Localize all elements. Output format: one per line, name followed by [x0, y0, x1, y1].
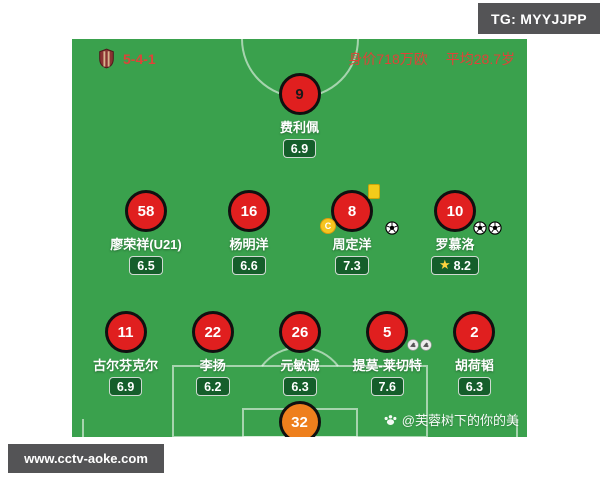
- soccer-ball-icon: [488, 221, 502, 235]
- player-name: 费利佩: [279, 120, 319, 135]
- rating-value: 6.9: [116, 379, 135, 394]
- player[interactable]: 9 C 费利佩 ★ 6.9: [255, 73, 345, 158]
- rating-badge: ★ 6.6: [232, 256, 266, 275]
- player[interactable]: 10 C 罗慕洛 ★ 8.2: [410, 190, 502, 275]
- formation-row: 9 C 费利佩 ★ 6.9: [72, 73, 527, 158]
- shirt-number: 9: [278, 73, 321, 115]
- formation-row: 11 C 古尔芬克尔 ★ 6.9 22 C 李扬 ★ 6.2 26 C: [82, 311, 518, 396]
- paw-icon: [383, 412, 398, 427]
- shirt-number: 10: [434, 190, 476, 232]
- shirt-number: 11: [104, 311, 147, 353]
- rating-value: 6.6: [240, 258, 258, 273]
- captain-badge: C: [320, 218, 336, 234]
- tg-banner-text: TG: MYYJJPP: [491, 10, 587, 27]
- rating-value: 8.2: [453, 258, 472, 273]
- soccer-ball-icon: [473, 221, 487, 235]
- star-icon: ★: [438, 258, 451, 273]
- rating-value: 7.3: [343, 258, 361, 273]
- formation-label: 5-4-1: [123, 50, 156, 67]
- shirt-number: 26: [279, 311, 321, 353]
- shirt-number: 5: [366, 311, 409, 353]
- player-shirt: 11 C: [104, 311, 147, 353]
- site-banner: www.cctv-aoke.com: [8, 444, 164, 473]
- tg-banner: TG: MYYJJPP: [478, 3, 600, 34]
- player-name: 罗慕洛: [435, 237, 475, 252]
- boot-icon: [420, 339, 432, 351]
- rating-badge: ★ 6.9: [108, 377, 143, 396]
- player-name: 李扬: [199, 358, 226, 373]
- yellow-card-icon: [368, 184, 380, 199]
- soccer-ball-icon: [385, 221, 399, 235]
- player-shirt: 58 C: [125, 190, 167, 232]
- shirt-number: 22: [191, 311, 234, 353]
- rating-value: 6.3: [291, 379, 309, 394]
- formation-row: 58 C 廖荣祥(U21) ★ 6.5 16 C 杨明洋 ★ 6.6 8 C: [101, 184, 502, 275]
- assist-icons: [407, 339, 432, 351]
- rating-badge: ★ 6.2: [196, 377, 230, 396]
- rating-value: 6.9: [290, 141, 309, 156]
- average-age-label: 平均28.7岁: [445, 50, 515, 67]
- player-name: 杨明洋: [229, 237, 269, 252]
- rating-value: 6.5: [137, 258, 155, 273]
- rating-badge: ★ 7.3: [335, 256, 369, 275]
- market-value-label: 身价718万欧: [348, 50, 428, 67]
- rating-badge: ★ 8.2: [430, 256, 480, 275]
- goalkeeper[interactable]: 32: [72, 401, 527, 437]
- shirt-number: 2: [453, 311, 496, 353]
- shirt-number: 16: [228, 190, 270, 232]
- player-name: 元敏诚: [280, 358, 320, 373]
- goal-icons: [385, 221, 399, 235]
- rating-value: 7.6: [378, 379, 396, 394]
- player-shirt: 10 C: [434, 190, 502, 235]
- rating-badge: ★ 6.3: [283, 377, 317, 396]
- rating-value: 6.2: [204, 379, 222, 394]
- player[interactable]: 5 C 提莫-莱切特 ★ 7.6: [344, 311, 432, 396]
- player-name: 廖荣祥(U21): [110, 237, 182, 252]
- rating-badge: ★ 6.3: [457, 377, 492, 396]
- player-name: 提莫-莱切特: [352, 358, 422, 373]
- player[interactable]: 22 C 李扬 ★ 6.2: [169, 311, 256, 396]
- rating-badge: ★ 6.5: [129, 256, 163, 275]
- rating-value: 6.3: [465, 379, 484, 394]
- shirt-number: 58: [125, 190, 167, 232]
- player-shirt: 5 C: [366, 311, 432, 353]
- player-name: 周定洋: [332, 237, 372, 252]
- player[interactable]: 58 C 廖荣祥(U21) ★ 6.5: [101, 190, 191, 275]
- player-shirt: 8 C: [320, 184, 399, 235]
- player[interactable]: 2 C 胡荷韬 ★ 6.3: [431, 311, 518, 396]
- player-shirt: 22 C: [191, 311, 234, 353]
- player-shirt: 16 C: [228, 190, 270, 232]
- rating-badge: ★ 6.9: [282, 139, 317, 158]
- goal-icons: [473, 221, 502, 235]
- player-name: 古尔芬克尔: [93, 358, 159, 373]
- football-pitch: 5-4-1 身价718万欧 平均28.7岁 9 C 费利佩 ★ 6.9 58 C: [72, 39, 527, 437]
- player-name: 胡荷韬: [454, 358, 494, 373]
- player-shirt: 26 C: [279, 311, 321, 353]
- watermark: @芙蓉树下的你的美: [383, 410, 519, 429]
- player-shirt: 2 C: [453, 311, 496, 353]
- team-crest: [98, 48, 115, 69]
- player-shirt: 9 C: [278, 73, 321, 115]
- boot-icon: [407, 339, 419, 351]
- player[interactable]: 16 C 杨明洋 ★ 6.6: [204, 190, 294, 275]
- site-banner-text: www.cctv-aoke.com: [24, 451, 148, 466]
- goalkeeper-shirt-number[interactable]: 32: [278, 401, 321, 437]
- player[interactable]: 11 C 古尔芬克尔 ★ 6.9: [82, 311, 169, 396]
- player[interactable]: 26 C 元敏诚 ★ 6.3: [256, 311, 343, 396]
- shirt-number: 8: [331, 190, 373, 232]
- pitch-header: 5-4-1 身价718万欧 平均28.7岁: [98, 48, 515, 69]
- watermark-text: @芙蓉树下的你的美: [401, 413, 519, 428]
- player[interactable]: 8 C 周定洋 ★ 7.3: [307, 184, 399, 275]
- rating-badge: ★ 7.6: [370, 377, 404, 396]
